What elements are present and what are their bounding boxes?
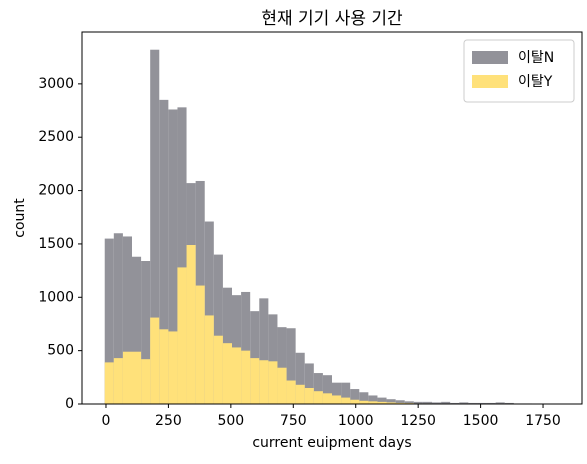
legend-label: 이탈N: [518, 50, 554, 66]
x-tick-label: 0: [102, 413, 111, 429]
bar: [305, 388, 314, 404]
chart-title: 현재 기기 사용 기간: [261, 9, 403, 29]
bar: [232, 347, 241, 404]
x-tick-label: 1750: [525, 413, 561, 429]
x-tick-label: 250: [155, 413, 182, 429]
bar: [132, 352, 141, 404]
bar: [150, 318, 159, 404]
x-tick-label: 1500: [463, 413, 499, 429]
legend-label: 이탈Y: [518, 74, 553, 90]
x-tick-label: 750: [280, 413, 307, 429]
bar: [287, 381, 296, 404]
x-axis-label: current euipment days: [252, 435, 411, 451]
legend-swatch: [472, 75, 508, 88]
bar: [187, 245, 196, 404]
bar: [214, 336, 223, 404]
bar: [323, 393, 332, 404]
bar: [114, 358, 123, 404]
legend-swatch: [472, 51, 508, 64]
y-tick-label: 2500: [38, 129, 74, 145]
bar: [268, 361, 277, 404]
bar: [241, 351, 250, 404]
bar: [205, 315, 214, 404]
bar: [259, 360, 268, 404]
bar: [168, 331, 177, 404]
bar: [196, 286, 205, 404]
y-tick-label: 500: [47, 343, 74, 359]
x-tick-label: 1250: [400, 413, 436, 429]
bar: [341, 398, 350, 404]
bar: [332, 395, 341, 404]
bar: [314, 391, 323, 404]
x-tick-label: 500: [217, 413, 244, 429]
bar: [277, 368, 286, 404]
bar: [159, 329, 168, 404]
y-tick-label: 0: [65, 396, 74, 412]
bar: [123, 352, 132, 404]
bar: [296, 385, 305, 404]
y-tick-label: 3000: [38, 76, 74, 92]
y-axis-label: count: [12, 198, 28, 238]
bar: [223, 343, 232, 404]
bar: [350, 400, 359, 404]
x-tick-label: 1000: [338, 413, 374, 429]
bar: [250, 358, 259, 404]
bar: [141, 359, 150, 404]
bar: [105, 362, 114, 404]
bar: [177, 267, 186, 404]
y-tick-label: 2000: [38, 183, 74, 199]
y-tick-label: 1000: [38, 289, 74, 305]
y-tick-label: 1500: [38, 236, 74, 252]
